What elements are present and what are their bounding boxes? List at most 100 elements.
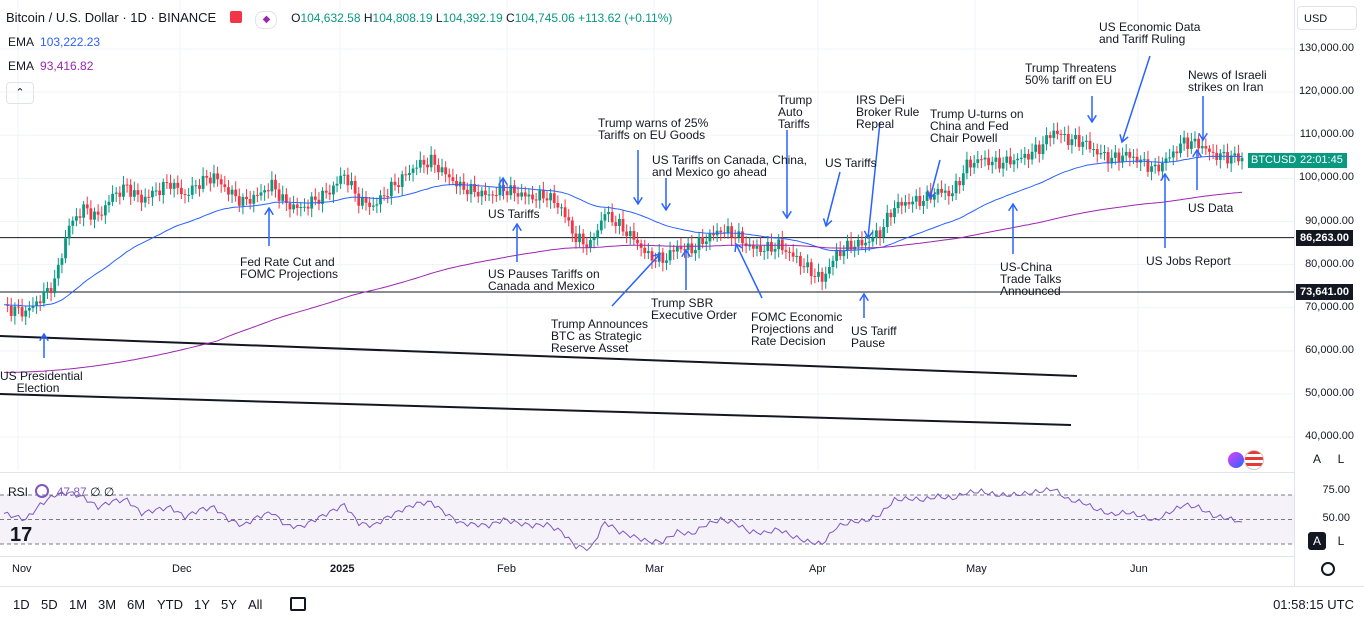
annotation-label[interactable]: Trump warns of 25% Tariffs on EU Goods xyxy=(598,116,709,142)
candle xyxy=(527,194,531,197)
indicators-icon[interactable]: ◆ xyxy=(255,11,278,29)
candle xyxy=(1229,155,1233,164)
annotation-label[interactable]: US Tariffs on Canada, China, and Mexico … xyxy=(652,153,807,179)
ema-slow-legend[interactable]: EMA 93,416.82 xyxy=(8,59,94,73)
candle xyxy=(875,230,878,238)
candle xyxy=(132,190,136,197)
candle xyxy=(194,185,198,187)
candle xyxy=(161,182,165,196)
rsi-settings-icon[interactable] xyxy=(35,484,50,498)
candle xyxy=(1048,135,1052,138)
time-tick-label: Dec xyxy=(172,563,192,575)
candle xyxy=(252,194,256,204)
tradingview-logo[interactable]: 17 xyxy=(10,524,33,546)
price-chart[interactable] xyxy=(0,0,1294,470)
timeframe-button[interactable]: 1Y xyxy=(194,597,210,612)
candle xyxy=(1030,151,1034,160)
candle xyxy=(766,242,770,252)
candle xyxy=(882,227,886,238)
auto-scale-button[interactable]: A xyxy=(1312,452,1321,466)
candle xyxy=(208,177,212,184)
candle xyxy=(686,243,690,250)
annotation-label[interactable]: Trump Auto Tariffs xyxy=(778,93,813,131)
change-value: +113.62 (+0.11%) xyxy=(578,11,673,25)
timeframe-button[interactable]: 5D xyxy=(41,597,58,612)
candle xyxy=(922,200,925,206)
settings-icon[interactable] xyxy=(1321,562,1335,576)
candle xyxy=(505,191,509,196)
annotation-label[interactable]: Fed Rate Cut and FOMC Projections xyxy=(240,255,339,281)
candle xyxy=(263,190,267,193)
annotation-label[interactable]: US Data xyxy=(1188,201,1234,215)
symbol-title[interactable]: Bitcoin / U.S. Dollar · 1D · BINANCE xyxy=(6,10,217,25)
annotation-label[interactable]: News of Israeli strikes on Iran xyxy=(1188,68,1267,94)
annotation-label[interactable]: US Tariffs xyxy=(825,156,877,170)
candle xyxy=(335,183,339,186)
candle xyxy=(1193,138,1197,142)
annotation-label[interactable]: US-China Trade Talks Announced xyxy=(1000,260,1062,298)
timeframe-button[interactable]: YTD xyxy=(157,597,183,612)
ema-fast-legend[interactable]: EMA 103,222.23 xyxy=(8,35,101,49)
candle xyxy=(541,190,545,199)
timeframe-button[interactable]: 3M xyxy=(98,597,117,612)
candle xyxy=(455,180,458,187)
candle xyxy=(581,233,585,245)
candle xyxy=(621,218,625,232)
annotation-arrow xyxy=(611,253,661,307)
rsi-legend[interactable]: RSI 47.87 ∅ ∅ xyxy=(8,484,115,499)
chevron-up-icon[interactable]: ⌃ xyxy=(6,82,34,104)
candle xyxy=(245,196,248,200)
annotation-label[interactable]: US Tariff Pause xyxy=(851,324,897,350)
pane-divider[interactable] xyxy=(0,472,1294,473)
candle xyxy=(31,305,35,308)
alert-icon[interactable] xyxy=(229,11,242,23)
timeframe-button[interactable]: 6M xyxy=(127,597,146,612)
annotation-label[interactable]: IRS DeFi Broker Rule Repeal xyxy=(856,93,920,131)
candle xyxy=(788,251,791,253)
annotation-label[interactable]: Trump U-turns on China and Fed Chair Pow… xyxy=(930,107,1024,145)
candle xyxy=(534,199,538,201)
utc-clock[interactable]: 01:58:15 UTC xyxy=(1273,597,1354,612)
candle xyxy=(198,185,201,189)
annotation-label[interactable]: FOMC Economic Projections and Rate Decis… xyxy=(751,310,843,348)
annotation-label[interactable]: US Presidential Election xyxy=(0,369,83,395)
us-flag-icon[interactable] xyxy=(1244,450,1264,470)
annotation-label[interactable]: Trump Threatens 50% tariff on EU xyxy=(1025,61,1117,87)
rsi-auto-button[interactable]: A xyxy=(1308,532,1326,550)
timeframe-button[interactable]: All xyxy=(248,597,263,612)
candle xyxy=(759,245,762,253)
candle xyxy=(531,194,534,200)
currency-selector[interactable]: USD xyxy=(1297,6,1357,30)
calendar-icon[interactable] xyxy=(290,597,306,611)
candle xyxy=(328,192,332,195)
rsi-tick-50: 50.00 xyxy=(1322,512,1350,524)
annotation-label[interactable]: Trump SBR Executive Order xyxy=(651,296,738,322)
annotation-label[interactable]: Trump Announces BTC as Strategic Reserve… xyxy=(551,317,648,355)
log-scale-button[interactable]: L xyxy=(1337,452,1345,466)
annotation-arrowhead xyxy=(1192,148,1202,158)
annotation-label[interactable]: US Pauses Tariffs on Canada and Mexico xyxy=(488,267,600,293)
rsi-pane[interactable] xyxy=(0,474,1294,556)
timeframe-button[interactable]: 5Y xyxy=(221,597,237,612)
rsi-log-button[interactable]: L xyxy=(1337,534,1345,548)
annotation-label[interactable]: US Jobs Report xyxy=(1146,254,1231,268)
candle xyxy=(1240,157,1244,162)
candle xyxy=(266,190,270,192)
candle xyxy=(650,251,654,261)
annotation-label[interactable]: US Economic Data and Tariff Ruling xyxy=(1099,20,1201,46)
timeframe-button[interactable]: 1D xyxy=(13,597,30,612)
candle xyxy=(748,245,752,247)
candle xyxy=(574,233,578,243)
candle xyxy=(545,198,549,201)
candle xyxy=(187,194,191,196)
candle xyxy=(1164,158,1168,163)
candle xyxy=(24,310,28,317)
candle xyxy=(393,181,397,186)
candle xyxy=(303,206,306,208)
candle xyxy=(368,202,372,207)
candle xyxy=(907,202,911,205)
candle xyxy=(284,194,288,204)
annotation-label[interactable]: US Tariffs xyxy=(488,207,540,221)
timeframe-button[interactable]: 1M xyxy=(69,597,88,612)
candle xyxy=(462,181,466,190)
